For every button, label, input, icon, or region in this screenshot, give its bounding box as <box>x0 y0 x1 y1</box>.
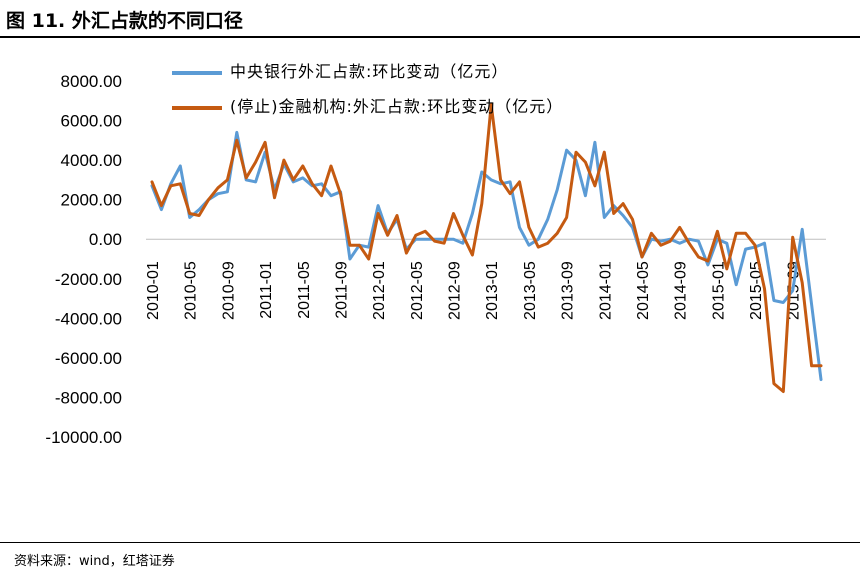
x-tick-label: 2012-09 <box>447 261 464 320</box>
y-tick-label: 4000.00 <box>61 151 122 170</box>
x-tick-label: 2013-09 <box>560 261 577 320</box>
legend-item-central-bank: 中央银行外汇占款:环比变动（亿元） <box>172 58 508 82</box>
x-tick-label: 2011-09 <box>333 261 350 319</box>
legend-label-central-bank: 中央银行外汇占款:环比变动（亿元） <box>230 62 509 81</box>
x-tick-label: 2011-01 <box>258 261 275 319</box>
x-tick-label: 2010-09 <box>220 261 237 320</box>
legend-swatch-central-bank <box>172 70 222 75</box>
x-tick-label: 2015-05 <box>748 261 765 320</box>
top-rule <box>0 36 860 38</box>
x-tick-label: 2010-01 <box>145 261 162 320</box>
y-tick-label: 2000.00 <box>61 191 122 210</box>
y-tick-label: -2000.00 <box>55 270 122 289</box>
x-tick-label: 2012-01 <box>371 261 388 320</box>
x-tick-label: 2010-05 <box>183 261 200 320</box>
x-tick-label: 2013-05 <box>522 261 539 320</box>
x-tick-label: 2012-05 <box>409 261 426 320</box>
figure-title: 图 11. 外汇占款的不同口径 <box>6 10 243 32</box>
x-tick-label: 2013-01 <box>484 261 501 320</box>
x-tick-label: 2011-05 <box>296 261 313 319</box>
bottom-rule <box>0 542 860 543</box>
y-tick-label: -6000.00 <box>55 349 122 368</box>
y-tick-label: 0.00 <box>89 230 122 249</box>
x-tick-label: 2014-01 <box>597 261 614 320</box>
source-note: 资料来源：wind，红塔证券 <box>14 554 175 569</box>
x-tick-label: 2014-09 <box>673 261 690 320</box>
y-tick-label: -8000.00 <box>55 388 122 407</box>
y-tick-label: 8000.00 <box>61 72 122 91</box>
legend-item-financial-institutions: (停止)金融机构:外汇占款:环比变动（亿元） <box>172 93 563 117</box>
x-tick-label: 2014-05 <box>635 261 652 320</box>
y-tick-label: -4000.00 <box>55 309 122 328</box>
legend-swatch-financial-institutions <box>172 105 222 110</box>
y-tick-label: -10000.00 <box>45 428 122 447</box>
y-tick-label: 6000.00 <box>61 112 122 131</box>
x-tick-label: 2015-01 <box>710 261 727 320</box>
legend-label-financial-institutions: (停止)金融机构:外汇占款:环比变动（亿元） <box>230 97 564 116</box>
series-line-financial-institutions <box>150 103 823 393</box>
